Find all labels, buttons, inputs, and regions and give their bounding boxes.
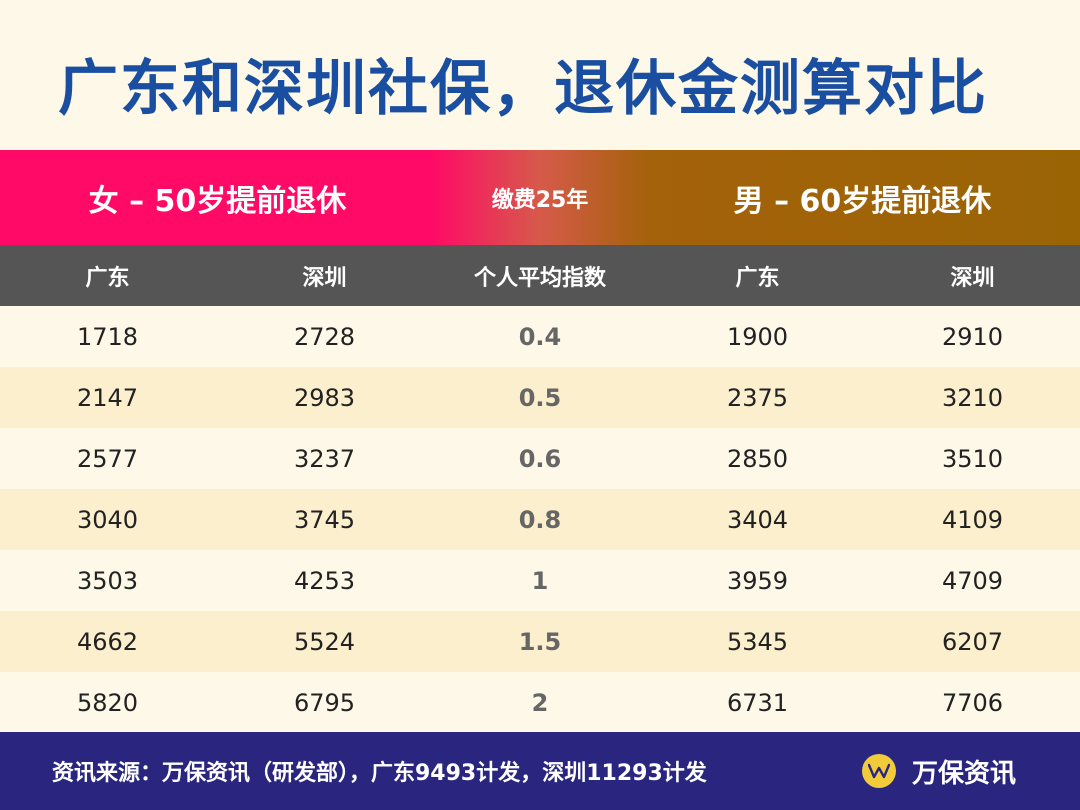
- table-cell: 6795: [293, 688, 356, 717]
- table-cell: 3959: [726, 566, 789, 595]
- table-cell: 4709: [941, 566, 1004, 595]
- table-header: 广东 深圳 个人平均指数 广东 深圳: [0, 245, 1080, 306]
- table-cell: 2910: [941, 322, 1004, 351]
- table-cell: 3503: [76, 566, 139, 595]
- table-cell: 2375: [726, 383, 789, 412]
- table-cell: 4253: [293, 566, 356, 595]
- table-cell: 2577: [76, 444, 139, 473]
- table-cell: 2728: [293, 322, 356, 351]
- male-retirement-label: 男 – 60岁提前退休: [733, 183, 992, 219]
- table-cell: 3404: [726, 505, 789, 534]
- contribution-years-label: 缴费25年: [491, 187, 589, 213]
- table-cell: 3745: [293, 505, 356, 534]
- w-mark-icon: [868, 763, 890, 779]
- table-cell: 3510: [941, 444, 1004, 473]
- table-cell: 5345: [726, 627, 789, 656]
- title-area: 广东和深圳社保，退休金测算对比: [0, 0, 1080, 150]
- table-cell: 3210: [941, 383, 1004, 412]
- table-cell: 3040: [76, 505, 139, 534]
- column-header-guangdong-female: 广东: [85, 265, 130, 291]
- table-cell-index: 0.4: [518, 322, 562, 351]
- table-cell: 1900: [726, 322, 789, 351]
- table-row: 1718 2728 0.4 1900 2910: [0, 306, 1080, 367]
- column-header-shenzhen-female: 深圳: [302, 265, 347, 291]
- table-cell: 4662: [76, 627, 139, 656]
- table-cell: 5820: [76, 688, 139, 717]
- page-title: 广东和深圳社保，退休金测算对比: [58, 54, 988, 124]
- table-cell-index: 1: [531, 566, 549, 595]
- table-row: 3503 4253 1 3959 4709: [0, 550, 1080, 611]
- table-cell: 6731: [726, 688, 789, 717]
- table-cell: 5524: [293, 627, 356, 656]
- table-cell: 4109: [941, 505, 1004, 534]
- table-cell: 2850: [726, 444, 789, 473]
- table-row: 3040 3745 0.8 3404 4109: [0, 489, 1080, 550]
- table-row: 2147 2983 0.5 2375 3210: [0, 367, 1080, 428]
- table-cell: 1718: [76, 322, 139, 351]
- column-header-guangdong-male: 广东: [735, 265, 780, 291]
- female-retirement-label: 女 – 50岁提前退休: [88, 183, 347, 219]
- table-cell-index: 0.5: [518, 383, 562, 412]
- column-header-average-index: 个人平均指数: [473, 265, 606, 291]
- source-note: 资讯来源：万保资讯（研发部），广东9493计发，深圳11293计发: [52, 761, 707, 786]
- table-cell: 2983: [293, 383, 356, 412]
- table-row: 2577 3237 0.6 2850 3510: [0, 428, 1080, 489]
- brand-name: 万保资讯: [912, 758, 1017, 789]
- wanbao-logo-icon: [862, 754, 896, 788]
- table-cell-index: 0.8: [518, 505, 562, 534]
- table-cell: 6207: [941, 627, 1004, 656]
- table-cell-index: 2: [531, 688, 549, 717]
- footer-bar: 资讯来源：万保资讯（研发部），广东9493计发，深圳11293计发 万保资讯: [0, 732, 1080, 810]
- column-header-shenzhen-male: 深圳: [950, 265, 995, 291]
- table-row: 5820 6795 2 6731 7706: [0, 672, 1080, 733]
- table-row: 4662 5524 1.5 5345 6207: [0, 611, 1080, 672]
- table-cell: 7706: [941, 688, 1004, 717]
- table-cell-index: 0.6: [518, 444, 562, 473]
- table-cell: 3237: [293, 444, 356, 473]
- table-cell: 2147: [76, 383, 139, 412]
- table-cell-index: 1.5: [518, 627, 562, 656]
- category-band: 女 – 50岁提前退休 缴费25年 男 – 60岁提前退休: [0, 150, 1080, 245]
